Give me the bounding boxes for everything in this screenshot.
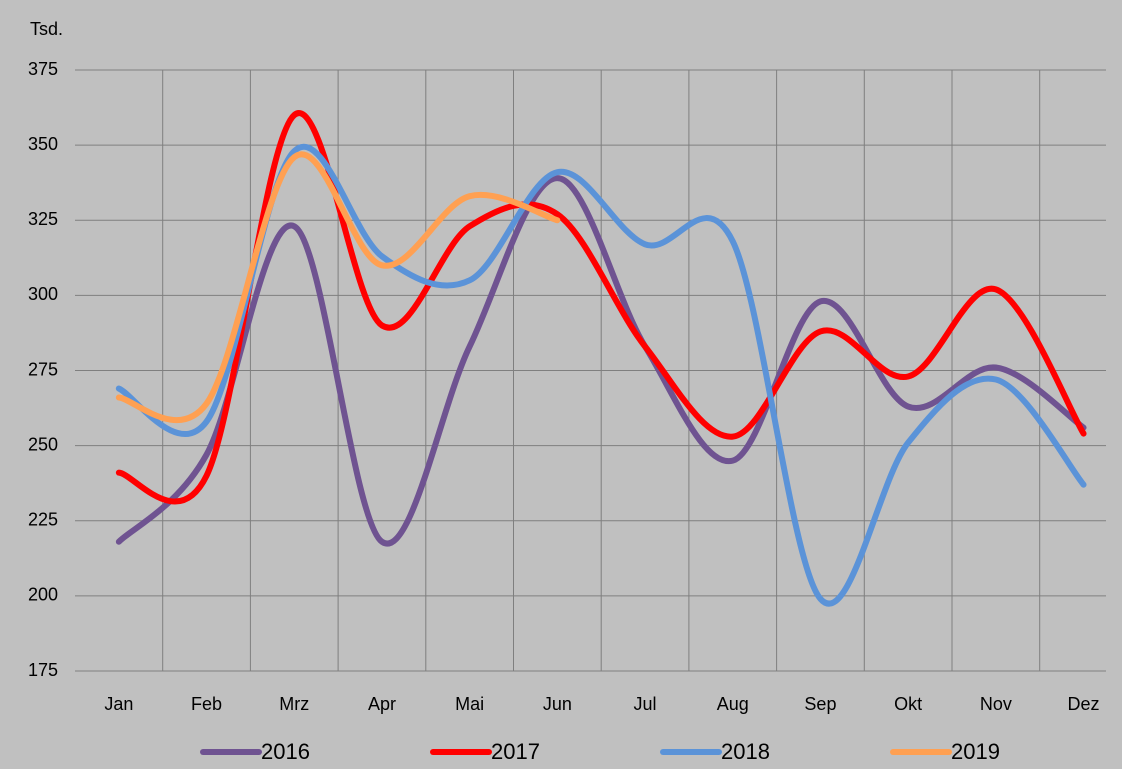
x-tick-label: Feb [191, 694, 222, 714]
legend-label: 2017 [491, 739, 540, 764]
x-tick-label: Mrz [279, 694, 309, 714]
y-tick-label: 375 [28, 59, 58, 79]
x-tick-label: Nov [980, 694, 1012, 714]
x-tick-label: Jan [104, 694, 133, 714]
legend-label: 2016 [261, 739, 310, 764]
x-tick-label: Aug [717, 694, 749, 714]
y-tick-label: 300 [28, 284, 58, 304]
y-axis-label: Tsd. [30, 19, 63, 39]
x-tick-label: Jun [543, 694, 572, 714]
series-line [115, 175, 1087, 547]
x-tick-label: Sep [804, 694, 836, 714]
x-tick-label: Jul [634, 694, 657, 714]
y-tick-label: 225 [28, 510, 58, 530]
legend-label: 2018 [721, 739, 770, 764]
series-line [115, 151, 561, 424]
y-tick-label: 350 [28, 134, 58, 154]
y-tick-label: 275 [28, 359, 58, 379]
y-tick-label: 175 [28, 660, 58, 680]
y-tick-label: 250 [28, 434, 58, 454]
x-tick-label: Mai [455, 694, 484, 714]
x-tick-label: Dez [1068, 694, 1100, 714]
legend-label: 2019 [951, 739, 1000, 764]
y-tick-label: 325 [28, 209, 58, 229]
series-line [115, 110, 1087, 505]
y-tick-label: 200 [28, 585, 58, 605]
x-tick-label: Okt [894, 694, 922, 714]
x-tick-label: Apr [368, 694, 396, 714]
